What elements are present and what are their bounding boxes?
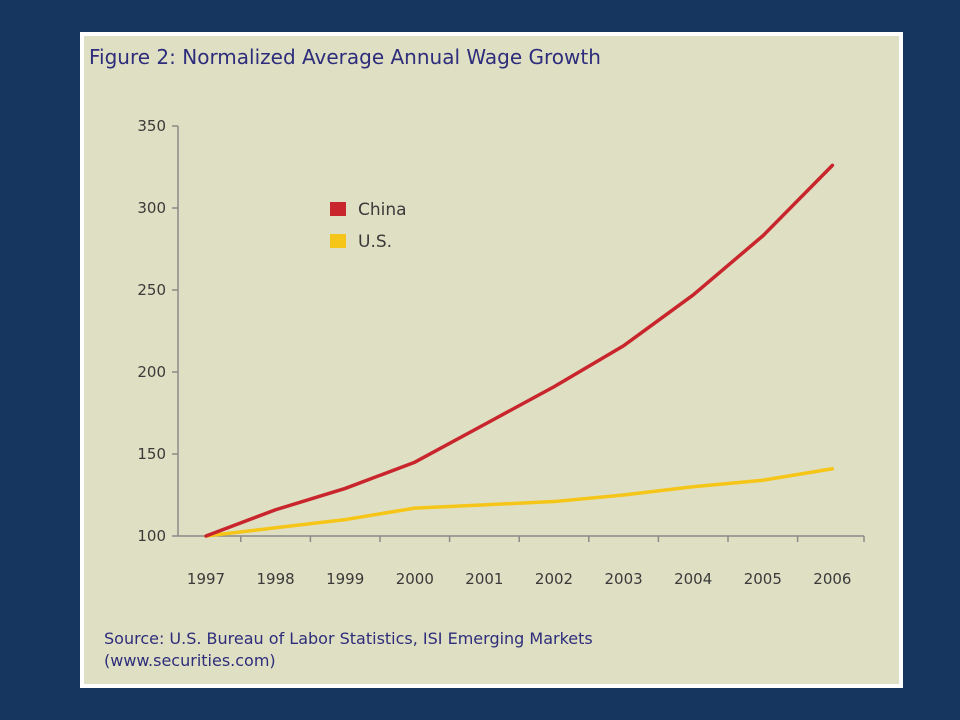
series-line-china — [204, 163, 835, 538]
figure-panel: Figure 2: Normalized Average Annual Wage… — [84, 36, 899, 684]
y-tick-label: 350 — [137, 117, 166, 135]
x-tick-label: 2005 — [744, 570, 782, 588]
y-tick-label: 300 — [137, 199, 166, 217]
x-tick-label: 2004 — [674, 570, 712, 588]
x-tick-label: 2006 — [813, 570, 851, 588]
x-tick-label: 2001 — [465, 570, 503, 588]
series-line-us — [204, 467, 835, 538]
line-chart: 100 150 200 250 300 350 1997 1998 1999 2000 2001 20… — [137, 117, 865, 588]
x-tick-label: 1999 — [326, 570, 364, 588]
y-tick-label: 100 — [137, 527, 166, 545]
y-tick-label: 150 — [137, 445, 166, 463]
y-tick-label: 200 — [137, 363, 166, 381]
x-tick-label: 1998 — [257, 570, 295, 588]
x-tick-label: 2003 — [605, 570, 643, 588]
x-tick-label: 2002 — [535, 570, 573, 588]
x-tick-label: 1997 — [187, 570, 225, 588]
x-tick-label: 2000 — [396, 570, 434, 588]
chart-title: Figure 2: Normalized Average Annual Wage… — [89, 45, 601, 69]
source-line-1: Source: U.S. Bureau of Labor Statistics,… — [104, 629, 593, 648]
legend-swatch-china — [330, 202, 346, 216]
figure-card: Figure 2: Normalized Average Annual Wage… — [80, 32, 903, 688]
source-line-2: (www.securities.com) — [104, 651, 276, 670]
legend-label-china: China — [358, 200, 407, 220]
source-note: Source: U.S. Bureau of Labor Statistics,… — [104, 628, 593, 672]
y-tick-label: 250 — [137, 281, 166, 299]
legend-swatch-us — [330, 234, 346, 248]
legend-label-us: U.S. — [358, 232, 392, 252]
